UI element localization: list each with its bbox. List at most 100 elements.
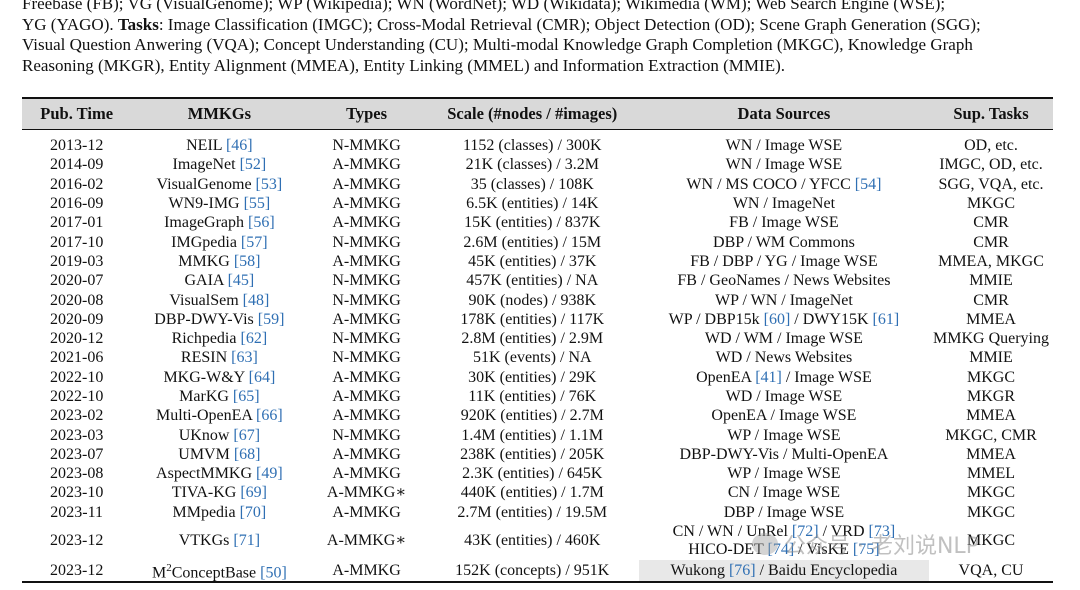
cell-type: A-MMKG (332, 195, 401, 213)
citation-ref[interactable]: [46] (225, 137, 253, 155)
citation-ref[interactable]: [62] (240, 330, 268, 348)
table-row: 2021-06 RESIN [63] N-MMKG 51K (events) / NA… (22, 348, 1053, 367)
cell-sup-tasks: MKGC (966, 368, 1015, 386)
citation-ref[interactable]: [72] (791, 522, 819, 540)
cell-sup-tasks: MKGC (966, 195, 1015, 213)
citation-ref[interactable]: [65] (232, 388, 260, 405)
cell-mmkg-name: MarKG [65] (179, 388, 260, 405)
cell-pub-time: 2019-03 (49, 252, 104, 270)
col-header-scale: Scale (#nodes / #images) (425, 97, 639, 130)
citation-ref[interactable]: [71] (233, 531, 261, 549)
citation-ref[interactable]: [73] (868, 522, 896, 540)
cell-scale: 1152 (classes) / 300K (463, 137, 602, 155)
cell-sup-tasks: CMR (973, 291, 1009, 309)
cell-type: A-MMKG (332, 465, 401, 483)
cell-pub-time: 2023-07 (49, 445, 104, 463)
citation-ref[interactable]: [69] (240, 484, 267, 502)
cell-mmkg-name: MKG-W&Y [64] (163, 368, 276, 386)
citation-ref[interactable]: [76] (728, 562, 756, 580)
table-row: 2020-12 Richpedia [62] N-MMKG 2.8M (entitie… (22, 329, 1053, 348)
citation-ref[interactable]: [58] (233, 252, 261, 270)
citation-ref[interactable]: [74] (767, 540, 795, 558)
citation-ref[interactable]: [52] (239, 156, 267, 174)
cell-mmkg-name: ImageNet [52] (172, 156, 267, 174)
cell-mmkg-name: NEIL [46] (186, 137, 253, 155)
cell-type: A-MMKG (332, 503, 401, 521)
cell-data-sources: WP / DBP15k [60] / DWY15K [61] (668, 310, 900, 328)
cell-mmkg-name: UMVM [68] (178, 445, 261, 463)
cell-data-sources: DBP / WM Commons (713, 233, 855, 251)
cell-pub-time: 2023-10 (49, 484, 104, 502)
cell-data-sources: WD / Image WSE (725, 388, 843, 405)
cell-sup-tasks: MMEL (967, 465, 1015, 483)
table-row: 2023-12 M2ConceptBase [50] A-MMKG 152K (con… (22, 559, 1053, 584)
table-row: 2023-03 UKnow [67] N-MMKG 1.4M (entities) /… (22, 425, 1053, 444)
citation-ref[interactable]: [41] (755, 368, 782, 386)
citation-ref[interactable]: [53] (255, 175, 283, 193)
citation-ref[interactable]: [55] (243, 195, 271, 213)
citation-ref[interactable]: [75] (852, 540, 880, 558)
col-header-types: Types (307, 97, 426, 130)
citation-ref[interactable]: [56] (248, 214, 275, 232)
citation-ref[interactable]: [48] (242, 291, 270, 309)
cell-data-sources: WN / MS COCO / YFCC [54] (686, 175, 882, 193)
cell-pub-time: 2023-02 (49, 407, 104, 425)
cell-mmkg-name: RESIN [63] (180, 349, 258, 367)
cell-data-sources: CN / Image WSE (727, 484, 840, 502)
citation-ref[interactable]: [64] (248, 368, 276, 386)
cell-scale: 6.5K (entities) / 14K (466, 195, 599, 213)
cell-sup-tasks: MMEA (966, 407, 1016, 425)
cell-mmkg-name: DBP-DWY-Vis [59] (154, 310, 285, 328)
citation-ref[interactable]: [50] (260, 564, 287, 582)
citation-ref[interactable]: [68] (233, 445, 261, 463)
citation-ref[interactable]: [66] (256, 407, 283, 425)
citation-ref[interactable]: [61] (872, 310, 900, 328)
cell-pub-time: 2017-01 (49, 214, 104, 232)
table-row: 2014-09 ImageNet [52] A-MMKG 21K (classes) … (22, 155, 1053, 174)
citation-ref[interactable]: [45] (227, 272, 255, 290)
cell-scale: 45K (entities) / 37K (468, 252, 597, 270)
cell-data-sources: DBP-DWY-Vis / Multi-OpenEA (679, 445, 889, 463)
table-row: 2020-08 VisualSem [48] N-MMKG 90K (nodes) /… (22, 290, 1053, 309)
cell-mmkg-name: VTKGs [71] (178, 531, 261, 549)
cell-data-sources: FB / GeoNames / News Websites (677, 272, 891, 290)
citation-ref[interactable]: [59] (257, 310, 285, 328)
cell-pub-time: 2014-09 (49, 156, 104, 174)
cell-mmkg-name: AspectMMKG [49] (156, 465, 283, 483)
table-header-row: Pub. Time MMKGs Types Scale (#nodes / #i… (22, 97, 1053, 130)
mmkg-table: Pub. Time MMKGs Types Scale (#nodes / #i… (22, 97, 1053, 584)
citation-ref[interactable]: [57] (240, 233, 268, 251)
cell-scale: 440K (entities) / 1.7M (460, 484, 604, 502)
cell-pub-time: 2013-12 (49, 137, 104, 155)
table-row: 2020-07 GAIA [45] N-MMKG 457K (entities) / … (22, 271, 1053, 290)
table-row: 2022-10 MKG-W&Y [64] A-MMKG 30K (entities) … (22, 368, 1053, 387)
caption-line: YG (YAGO). Tasks: Image Classification (… (22, 14, 981, 34)
table-row: 2023-11 MMpedia [70] A-MMKG 2.7M (entities)… (22, 503, 1053, 522)
cell-type: A-MMKG (332, 156, 401, 174)
citation-ref[interactable]: [49] (256, 465, 283, 483)
table-body: 2013-12 NEIL [46] N-MMKG 1152 (classes) / 3… (22, 130, 1053, 584)
cell-mmkg-name: TIVA-KG [69] (171, 484, 267, 502)
cell-sup-tasks: CMR (973, 214, 1009, 232)
citation-ref[interactable]: [70] (239, 503, 267, 521)
cell-pub-time: 2023-11 (50, 503, 104, 521)
citation-ref[interactable]: [60] (763, 310, 791, 328)
citation-ref[interactable]: [67] (233, 426, 261, 444)
cell-data-sources: WD / WM / Image WSE (704, 330, 863, 348)
cell-type: A-MMKG (332, 388, 401, 405)
cell-scale: 2.8M (entities) / 2.9M (461, 330, 604, 348)
citation-ref[interactable]: [63] (231, 349, 258, 367)
cell-pub-time: 2022-10 (49, 368, 104, 386)
cell-type: N-MMKG (332, 330, 401, 348)
caption-line: Visual Question Anwering (VQA); Concept … (22, 35, 973, 54)
cell-scale: 920K (entities) / 2.7M (460, 407, 604, 425)
cell-scale: 238K (entities) / 205K (460, 445, 605, 463)
cell-sup-tasks: MMEA, MKGC (938, 252, 1044, 270)
caption-line: Freebase (FB); VG (VisualGenome); WP (Wi… (22, 0, 946, 13)
citation-ref[interactable]: [54] (854, 175, 882, 193)
table-row: 2016-09 WN9-IMG [55] A-MMKG 6.5K (entities)… (22, 194, 1053, 213)
cell-scale: 1.4M (entities) / 1.1M (461, 426, 604, 444)
watermark: 公众号 · 老刘说NLP (752, 528, 979, 560)
cell-mmkg-name: IMGpedia [57] (171, 233, 268, 251)
cell-scale: 2.7M (entities) / 19.5M (457, 503, 608, 521)
